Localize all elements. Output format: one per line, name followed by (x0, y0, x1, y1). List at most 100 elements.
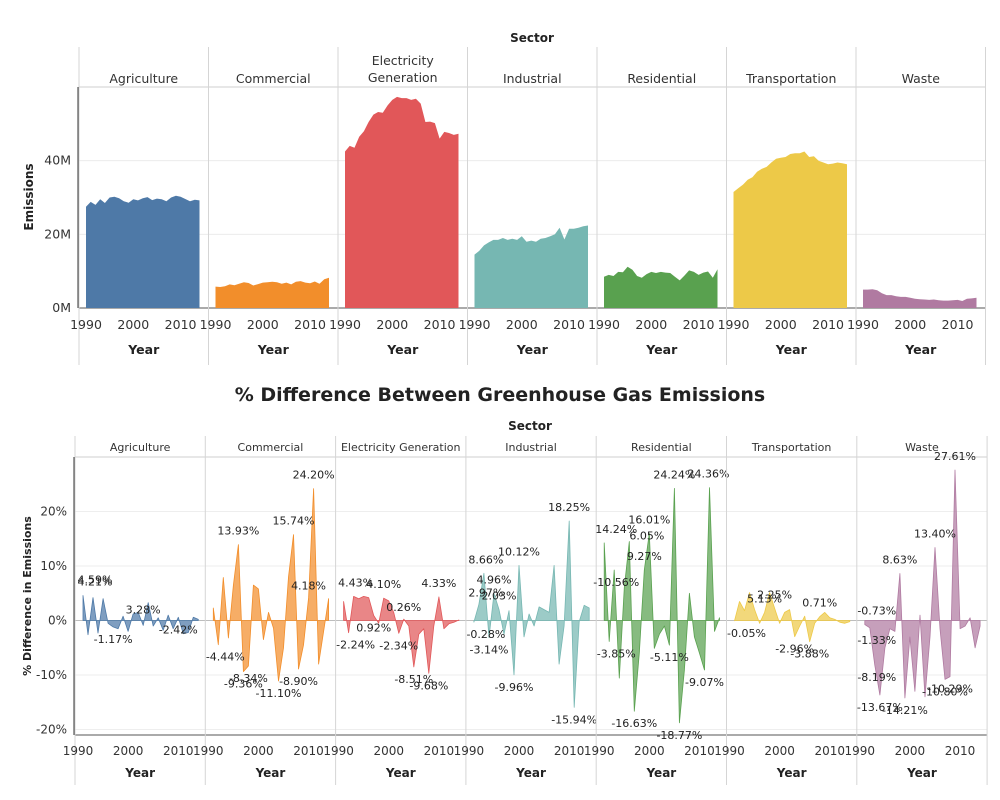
x-tick-label: 2000 (376, 317, 408, 332)
area-electricity-generation (345, 96, 459, 309)
data-label: 24.36% (688, 468, 730, 481)
data-label: 2.25% (757, 588, 792, 601)
panel-electricity-generation: Electricity Generation 1990 2000 2010 Year (329, 47, 459, 365)
x-tick-label: 1990 (845, 744, 876, 758)
panel-header-transportation: Transportation (751, 441, 831, 454)
data-label: 0.71% (802, 597, 837, 610)
pct-difference-chart: % Difference Between Greenhouse Gas Emis… (21, 384, 988, 785)
x-axis-title: Year (645, 766, 676, 780)
area-industrial (473, 520, 590, 708)
data-label: -3.14% (469, 644, 508, 657)
y-axis-title: Emissions (22, 163, 36, 230)
data-label: -9.96% (495, 681, 534, 694)
panel-header-electricity-generation: Electricity Generation (341, 441, 461, 454)
x-tick-label: 2010 (684, 744, 715, 758)
area-commercial (215, 277, 329, 308)
x-tick-label: 2010 (945, 744, 976, 758)
x-tick-label: 1990 (459, 317, 491, 332)
x-tick-label: 1990 (70, 317, 102, 332)
x-axis-title: Year (645, 342, 678, 357)
x-axis-title: Year (385, 766, 416, 780)
data-label: -9.68% (409, 679, 448, 692)
panel-header-commercial: Commercial (236, 71, 311, 86)
data-label: -9.36% (224, 678, 263, 691)
panel-agriculture: Agriculture 4.59%4.21% -1.17% 3.28% -2.42% 19… (63, 436, 199, 785)
panel-header-waste: Waste (905, 441, 939, 454)
data-label: 18.25% (548, 501, 590, 514)
x-axis-title: Year (775, 342, 808, 357)
data-label: -10.29% (927, 683, 973, 696)
data-label: -18.77% (656, 729, 702, 742)
x-axis-title: Year (127, 342, 160, 357)
x-tick-label: 2010 (553, 317, 585, 332)
x-tick-label: 2000 (506, 317, 538, 332)
data-label: -8.19% (857, 671, 896, 684)
x-tick-label: 1990 (193, 744, 224, 758)
x-tick-label: 1990 (714, 744, 745, 758)
data-label: -3.85% (597, 648, 636, 661)
data-label: 13.40% (914, 527, 956, 540)
x-axis-title: Year (257, 342, 290, 357)
panel-residential: Residential 1990 2000 2010 Year (588, 47, 718, 365)
data-label: -0.05% (727, 627, 766, 640)
data-label: -1.33% (857, 634, 896, 647)
data-label: 9.27% (627, 550, 662, 563)
y-tick-label: 10% (40, 559, 67, 573)
data-label: -11.10% (256, 687, 302, 700)
area-waste (863, 289, 977, 308)
data-label: -8.51% (394, 673, 433, 686)
area-transportation (734, 592, 851, 643)
x-tick-label: 2010 (814, 744, 845, 758)
x-tick-label: 2000 (117, 317, 149, 332)
y-tick-label: 0% (48, 614, 67, 628)
area-commercial (212, 488, 329, 682)
data-label: 2.97% (468, 586, 503, 599)
data-label: 5.13% (747, 592, 782, 605)
data-label: 4.10% (366, 578, 401, 591)
x-tick-label: 1990 (584, 744, 615, 758)
x-tick-label: 2010 (163, 744, 194, 758)
x-tick-label: 1990 (847, 317, 879, 332)
data-label: -3.88% (790, 648, 829, 661)
panel-header-industrial: Industrial (503, 71, 562, 86)
data-label: -2.42% (159, 623, 198, 636)
y-tick-label: 20M (44, 226, 71, 241)
panel-waste: Waste 1990 2000 2010 Year (847, 47, 986, 365)
panel-header-agriculture: Agriculture (109, 71, 178, 86)
data-label: -0.28% (466, 628, 505, 641)
x-tick-label: 2000 (504, 744, 535, 758)
data-label: -1.17% (94, 633, 133, 646)
data-label: -5.11% (650, 651, 689, 664)
x-axis-title: Year (516, 342, 549, 357)
data-label: -10.56% (593, 576, 639, 589)
panel-header-residential: Residential (631, 441, 692, 454)
y-tick-label: 20% (40, 505, 67, 519)
x-tick-label: 2010 (554, 744, 585, 758)
panel-header-industrial: Industrial (505, 441, 557, 454)
data-label: 0.26% (386, 601, 421, 614)
x-tick-label: 1990 (200, 317, 232, 332)
x-tick-label: 1990 (588, 317, 620, 332)
x-axis-title: Year (904, 342, 937, 357)
x-axis-title: Year (386, 342, 419, 357)
data-label: 27.61% (934, 450, 976, 463)
data-label: 4.33% (421, 577, 456, 590)
x-tick-label: 1990 (323, 744, 354, 758)
panel-header-electricity-generation: Electricity (372, 53, 435, 68)
x-axis-title: Year (906, 766, 937, 780)
data-label: 8.63% (882, 553, 917, 566)
area-agriculture (86, 195, 200, 308)
data-label: 4.21% (78, 576, 113, 589)
data-label: 14.24% (595, 523, 637, 536)
panel-industrial: Industrial 1990 2000 2010 Year (459, 47, 588, 365)
panel-commercial: Commercial -4.44% 13.93% -9.36%-8.34% -11.10… (193, 436, 335, 785)
panel-agriculture: Agriculture 1990 2000 2010 Year (70, 47, 200, 365)
data-label: -9.07% (685, 676, 724, 689)
data-label: -15.94% (551, 713, 597, 726)
x-tick-label: 2000 (764, 744, 795, 758)
data-label: 4.96% (476, 573, 511, 586)
y-tick-label: 40M (44, 153, 71, 168)
panel-header-residential: Residential (627, 71, 696, 86)
